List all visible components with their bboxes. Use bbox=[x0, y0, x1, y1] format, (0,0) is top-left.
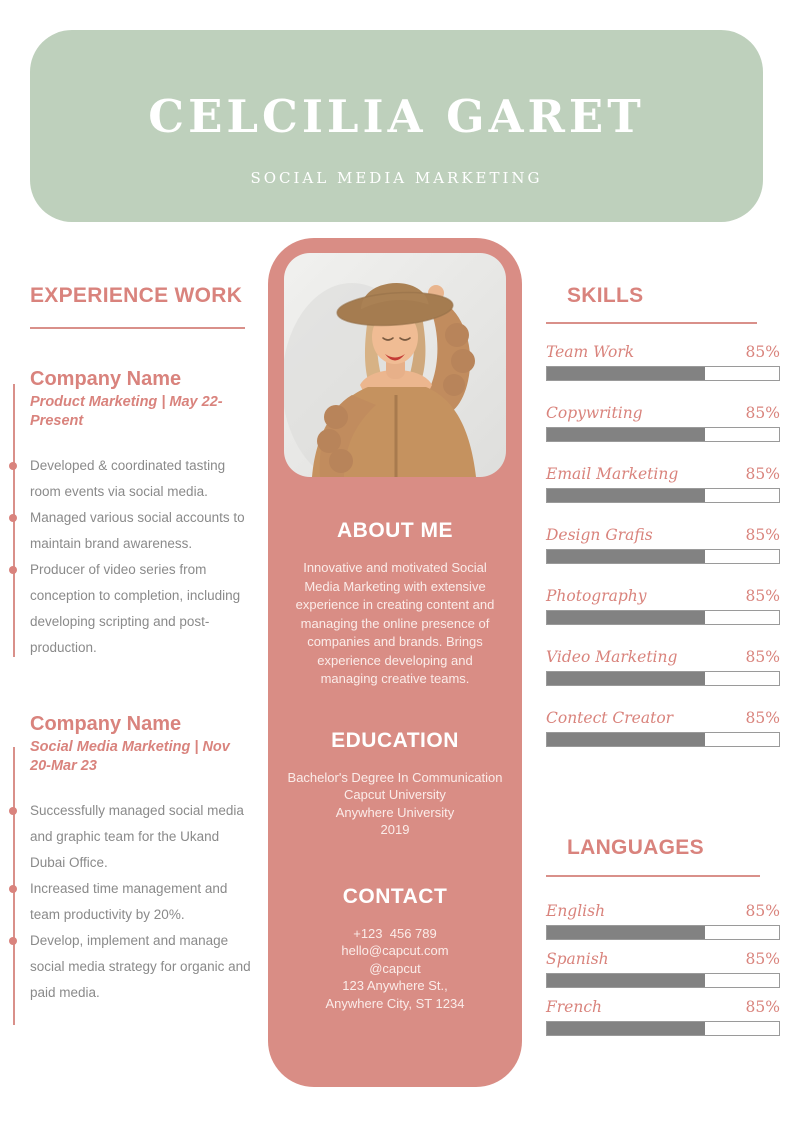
contact-lines: +123 456 789 hello@capcut.com @capcut 12… bbox=[326, 925, 465, 1013]
skill-percent: 85% bbox=[745, 587, 780, 605]
person-name: CELCILIA GARET bbox=[148, 90, 645, 143]
skill-bar-fill bbox=[547, 367, 705, 380]
education-line: Bachelor's Degree In Communication bbox=[287, 769, 503, 785]
skill-bar-fill bbox=[547, 611, 705, 624]
skill-percent: 85% bbox=[745, 709, 780, 727]
skill-bar-track bbox=[546, 366, 780, 381]
skill-bar-fill bbox=[547, 550, 705, 563]
experience-entry: Company Name Social Media Marketing | No… bbox=[9, 713, 254, 1025]
languages-divider bbox=[546, 875, 760, 877]
skill-percent: 85% bbox=[745, 648, 780, 666]
language-percent: 85% bbox=[745, 998, 780, 1016]
language-bar-track bbox=[546, 1021, 780, 1036]
skill-label: Email Marketing bbox=[546, 465, 679, 483]
skill-row: Team Work 85% bbox=[546, 343, 780, 381]
header-banner: CELCILIA GARET SOCIAL MEDIA MARKETING bbox=[30, 30, 763, 222]
city-address: Anywhere City, ST 1234 bbox=[325, 995, 465, 1011]
language-percent: 85% bbox=[745, 902, 780, 920]
job-bullet-list: Successfully managed social media and gr… bbox=[9, 798, 254, 1006]
skill-percent: 85% bbox=[745, 404, 780, 422]
experience-divider bbox=[30, 327, 245, 329]
skill-label: Photography bbox=[546, 587, 647, 605]
language-row: English 85% bbox=[546, 902, 780, 940]
language-bar-track bbox=[546, 925, 780, 940]
skill-row: Contect Creator 85% bbox=[546, 709, 780, 747]
language-bar-fill bbox=[547, 974, 705, 987]
job-meta: Social Media Marketing | Nov 20-Mar 23 bbox=[30, 739, 230, 774]
skills-heading: SKILLS bbox=[567, 284, 644, 307]
about-heading: ABOUT ME bbox=[337, 519, 453, 542]
job-meta: Product Marketing | May 22-Present bbox=[30, 394, 223, 429]
contact-heading: CONTACT bbox=[342, 884, 448, 908]
job-bullet-list: Developed & coordinated tasting room eve… bbox=[9, 453, 254, 661]
languages-list: English 85% Spanish 85% French 85% bbox=[546, 902, 780, 1046]
skill-bar-track bbox=[546, 488, 780, 503]
language-bar-fill bbox=[547, 926, 705, 939]
experience-entry: Company Name Product Marketing | May 22-… bbox=[9, 368, 254, 661]
skill-bar-fill bbox=[547, 428, 705, 441]
language-label: English bbox=[546, 902, 606, 920]
company-name: Company Name bbox=[30, 713, 182, 735]
skill-bar-track bbox=[546, 427, 780, 442]
skill-label: Team Work bbox=[546, 343, 635, 361]
skill-row: Copywriting 85% bbox=[546, 404, 780, 442]
language-label: French bbox=[546, 998, 602, 1016]
skill-label: Copywriting bbox=[546, 404, 643, 422]
skill-bar-fill bbox=[547, 489, 705, 502]
job-bullet: Successfully managed social media and gr… bbox=[9, 798, 254, 876]
skill-row: Design Grafis 85% bbox=[546, 526, 780, 564]
job-bullet: Increased time management and team produ… bbox=[9, 876, 254, 928]
street-address: 123 Anywhere St., bbox=[342, 978, 448, 993]
language-row: Spanish 85% bbox=[546, 950, 780, 988]
company-name: Company Name bbox=[30, 368, 182, 390]
skill-bar-track bbox=[546, 610, 780, 625]
skill-bar-track bbox=[546, 549, 780, 564]
about-text: Innovative and motivated Social Media Ma… bbox=[295, 560, 495, 686]
job-bullet: Developed & coordinated tasting room eve… bbox=[9, 453, 254, 505]
language-bar-track bbox=[546, 973, 780, 988]
education-heading: EDUCATION bbox=[331, 728, 459, 752]
language-bar-fill bbox=[547, 1022, 705, 1035]
education-line: Capcut University bbox=[344, 787, 446, 802]
education-line: Anywhere University bbox=[335, 804, 455, 820]
education-lines: Bachelor's Degree In Communication Capcu… bbox=[288, 769, 503, 839]
profile-photo bbox=[284, 253, 506, 477]
skills-divider bbox=[546, 322, 757, 324]
language-row: French 85% bbox=[546, 998, 780, 1036]
job-bullet: Producer of video series from conception… bbox=[9, 557, 254, 661]
skill-percent: 85% bbox=[745, 343, 780, 361]
skill-row: Video Marketing 85% bbox=[546, 648, 780, 686]
education-line: 2019 bbox=[380, 822, 410, 837]
skill-row: Photography 85% bbox=[546, 587, 780, 625]
skill-percent: 85% bbox=[745, 526, 780, 544]
person-role: SOCIAL MEDIA MARKETING bbox=[250, 169, 543, 187]
skill-label: Design Grafis bbox=[546, 526, 653, 544]
skill-label: Contect Creator bbox=[546, 709, 674, 727]
skill-percent: 85% bbox=[745, 465, 780, 483]
job-bullet: Managed various social accounts to maint… bbox=[9, 505, 254, 557]
languages-heading: LANGUAGES bbox=[567, 836, 704, 859]
skill-label: Video Marketing bbox=[546, 648, 678, 666]
profile-panel: ABOUT ME Innovative and motivated Social… bbox=[268, 238, 522, 1087]
skill-bar-fill bbox=[547, 733, 705, 746]
job-bullet: Develop, implement and manage social med… bbox=[9, 928, 254, 1006]
skills-list: Team Work 85% Copywriting 85% Email Mark… bbox=[546, 343, 780, 770]
social-handle: @capcut bbox=[369, 960, 421, 976]
phone-number: +123 456 789 bbox=[353, 925, 437, 941]
skill-row: Email Marketing 85% bbox=[546, 465, 780, 503]
language-percent: 85% bbox=[745, 950, 780, 968]
email-address: hello@capcut.com bbox=[341, 943, 449, 958]
language-label: Spanish bbox=[546, 950, 609, 968]
skill-bar-fill bbox=[547, 672, 705, 685]
experience-heading: EXPERIENCE WORK bbox=[30, 284, 243, 307]
skill-bar-track bbox=[546, 732, 780, 747]
skill-bar-track bbox=[546, 671, 780, 686]
